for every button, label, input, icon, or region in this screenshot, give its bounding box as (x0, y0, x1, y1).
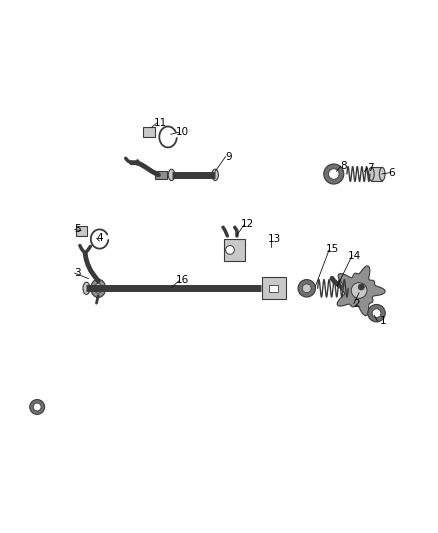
Circle shape (328, 169, 338, 179)
Circle shape (323, 164, 343, 184)
Text: 8: 8 (340, 161, 346, 171)
FancyBboxPatch shape (155, 171, 167, 179)
Text: 10: 10 (176, 127, 188, 137)
Ellipse shape (94, 284, 102, 293)
Text: 9: 9 (224, 151, 231, 161)
Circle shape (33, 403, 41, 411)
FancyBboxPatch shape (261, 277, 286, 299)
Ellipse shape (91, 279, 106, 297)
Bar (371, 167, 381, 181)
Polygon shape (336, 266, 384, 316)
Text: 7: 7 (366, 163, 372, 173)
Circle shape (367, 304, 385, 322)
Text: 13: 13 (267, 235, 280, 245)
Text: 1: 1 (379, 316, 385, 326)
Circle shape (357, 284, 364, 290)
Ellipse shape (212, 169, 218, 181)
Text: 14: 14 (347, 251, 360, 261)
Text: 3: 3 (74, 268, 81, 278)
Circle shape (350, 282, 366, 298)
Text: 6: 6 (388, 168, 394, 177)
FancyBboxPatch shape (75, 227, 87, 236)
Circle shape (225, 246, 234, 254)
Ellipse shape (168, 169, 174, 181)
Circle shape (371, 309, 380, 318)
Circle shape (30, 400, 45, 414)
Ellipse shape (367, 167, 373, 181)
Text: 12: 12 (240, 219, 254, 229)
FancyBboxPatch shape (142, 127, 155, 138)
Text: 2: 2 (353, 298, 360, 309)
Text: 15: 15 (325, 244, 338, 254)
Text: 11: 11 (154, 118, 167, 127)
Circle shape (302, 284, 311, 293)
Ellipse shape (378, 167, 384, 181)
Ellipse shape (83, 282, 90, 294)
Text: 16: 16 (175, 276, 189, 286)
Circle shape (297, 280, 315, 297)
FancyBboxPatch shape (268, 285, 277, 292)
FancyBboxPatch shape (223, 239, 244, 261)
Text: 5: 5 (74, 224, 81, 235)
Text: 4: 4 (96, 233, 102, 243)
